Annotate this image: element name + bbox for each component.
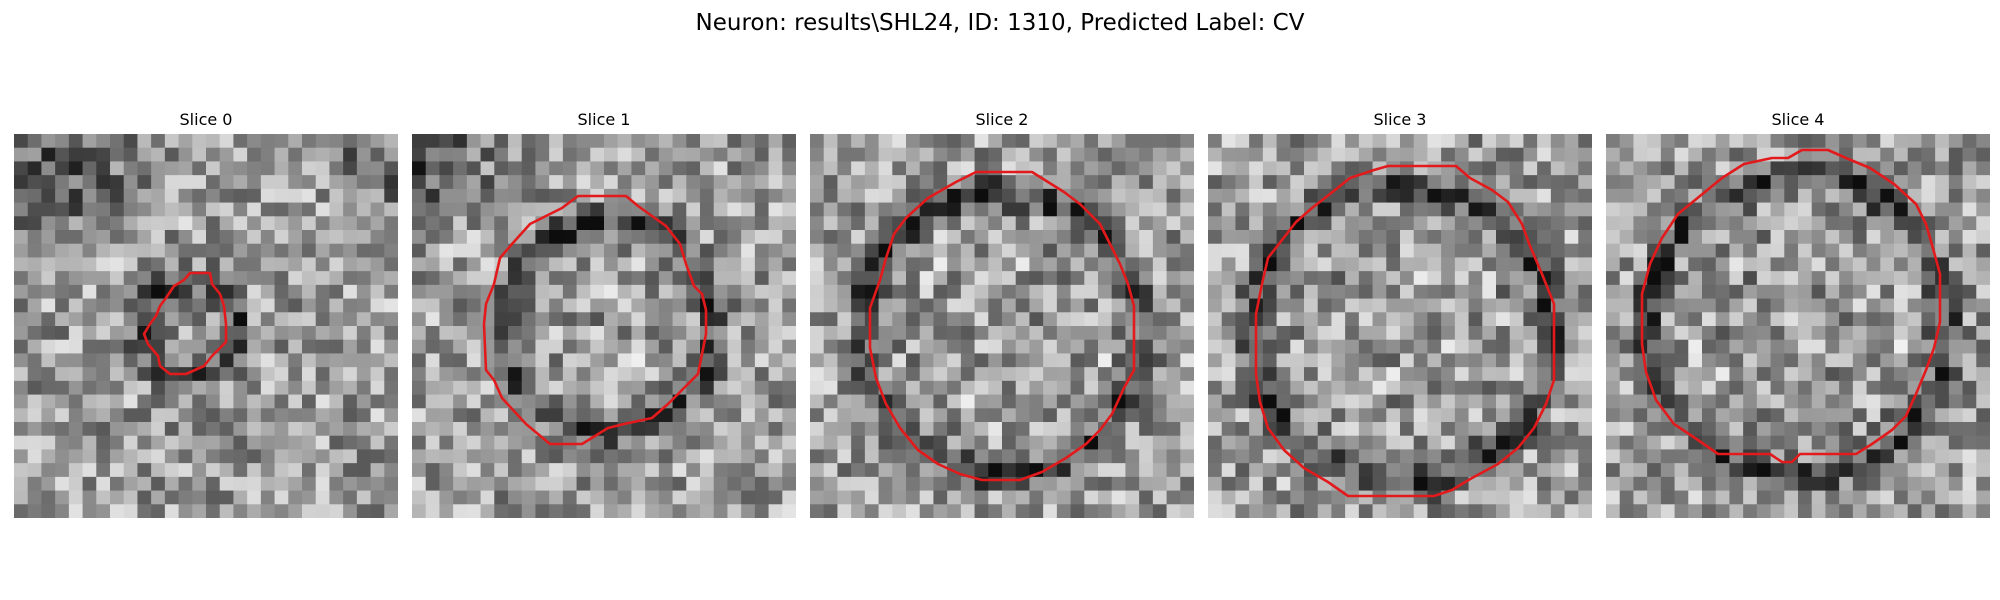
slice-panel-3: Slice 3	[1208, 108, 1592, 518]
slice-image	[412, 134, 796, 518]
slice-panel-2: Slice 2	[810, 108, 1194, 518]
pixel-grid	[412, 134, 796, 518]
vesicle-contour	[868, 170, 1136, 482]
pixel-grid	[1606, 134, 1990, 518]
slice-panel-1: Slice 1	[412, 108, 796, 518]
slice-image	[14, 134, 398, 518]
figure-title: Neuron: results\SHL24, ID: 1310, Predict…	[695, 10, 1305, 36]
pixel-grid	[14, 134, 398, 518]
slice-image	[1606, 134, 1990, 518]
slice-title: Slice 3	[1373, 110, 1427, 129]
slice-title: Slice 1	[577, 110, 631, 129]
slice-image	[1208, 134, 1592, 518]
slice-panel-4: Slice 4	[1606, 108, 1990, 518]
vesicle-contour	[1640, 148, 1942, 464]
vesicle-contour	[142, 271, 228, 376]
slice-panel-0: Slice 0	[14, 108, 398, 518]
pixel-grid	[810, 134, 1194, 518]
slice-image	[810, 134, 1194, 518]
pixel-grid	[1208, 134, 1592, 518]
slice-title: Slice 2	[975, 110, 1029, 129]
vesicle-contour	[1254, 164, 1556, 498]
vesicle-contour	[482, 194, 708, 446]
slice-title: Slice 0	[179, 110, 233, 129]
slice-title: Slice 4	[1771, 110, 1825, 129]
